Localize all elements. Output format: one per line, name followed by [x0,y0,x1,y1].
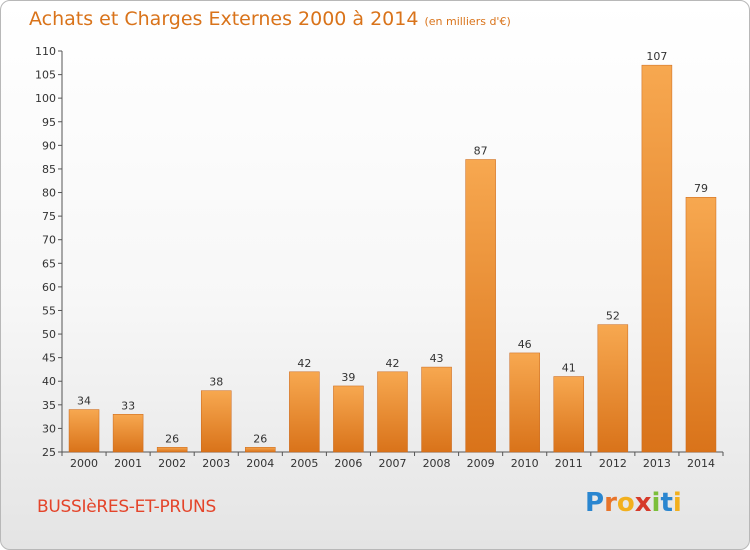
y-tick-label: 60 [42,281,56,294]
x-tick-label-2006: 2006 [334,457,362,470]
bar-2006 [333,385,364,453]
value-label-2014: 79 [694,182,708,195]
x-tick-label-2001: 2001 [114,457,142,470]
y-tick-label: 65 [42,257,56,270]
value-label-2004: 26 [253,432,267,445]
x-tick-label-2007: 2007 [379,457,407,470]
y-tick-label: 45 [42,352,56,365]
bar-2014 [685,196,717,453]
logo-letter: P [585,488,605,518]
y-tick-label: 100 [35,92,56,105]
logo-letter: o [616,488,635,518]
value-label-2003: 38 [209,376,223,389]
y-tick-label: 40 [42,375,56,388]
bar-2007 [377,371,408,453]
value-label-2008: 43 [430,352,444,365]
value-label-2000: 34 [77,395,91,408]
bar-2002 [156,447,188,453]
x-tick-label-2008: 2008 [423,457,451,470]
value-label-2007: 42 [386,357,400,370]
value-label-2002: 26 [165,432,179,445]
value-label-2006: 39 [341,371,355,384]
x-tick-label-2010: 2010 [511,457,539,470]
value-label-2012: 52 [606,310,620,323]
x-tick-label-2013: 2013 [643,457,671,470]
chart-bars: 34 33 26 38 26 42 39 42 43 87 46 41 52 107 79 [68,50,717,453]
y-tick-label: 85 [42,163,56,176]
y-tick-label: 75 [42,210,56,223]
x-tick-label-2014: 2014 [687,457,715,470]
logo-letter: t [660,488,673,518]
y-tick-label: 25 [42,446,56,459]
proxiti-logo: Proxiti [585,488,682,518]
bar-2009 [465,159,496,453]
y-tick-label: 30 [42,422,56,435]
chart-title: Achats et Charges Externes 2000 à 2014 (e… [29,8,511,30]
bar-2005 [289,371,320,453]
y-tick-label: 105 [35,69,56,82]
logo-letter: i [651,488,661,518]
x-tick-label-2009: 2009 [467,457,495,470]
x-tick-label-2005: 2005 [290,457,318,470]
bar-2003 [200,390,232,453]
bar-2010 [509,352,540,453]
x-tick-label-2003: 2003 [202,457,230,470]
x-tick-label-2000: 2000 [70,457,98,470]
y-tick-label: 90 [42,139,56,152]
value-label-2013: 107 [646,50,667,63]
bar-2012 [597,324,629,453]
value-label-2010: 46 [518,338,532,351]
value-label-2001: 33 [121,399,135,412]
y-tick-label: 70 [42,234,56,247]
x-tick-label-2004: 2004 [246,457,274,470]
x-tick-label-2002: 2002 [158,457,186,470]
bar-2013 [641,64,673,453]
chart-unit: (en milliers d'€) [424,15,511,28]
y-tick-label: 95 [42,116,56,129]
y-tick-label: 50 [42,328,56,341]
x-tick-label-2011: 2011 [555,457,583,470]
bar-2011 [553,376,585,453]
bar-2004 [245,447,276,453]
value-label-2011: 41 [562,362,576,375]
bar-2001 [112,414,144,453]
y-tick-label: 80 [42,187,56,200]
commune-name: BUSSIèRES-ET-PRUNS [37,497,216,517]
chart-title-text: Achats et Charges Externes 2000 à 2014 [29,8,419,30]
y-tick-label: 110 [35,45,56,58]
y-tick-label: 35 [42,399,56,412]
logo-letter: i [672,488,682,518]
bar-2000 [68,409,100,453]
value-label-2009: 87 [474,145,488,158]
value-label-2005: 42 [297,357,311,370]
y-tick-label: 55 [42,304,56,317]
bar-2008 [421,366,452,453]
logo-letter: x [634,488,652,518]
x-tick-label-2012: 2012 [599,457,627,470]
logo-letter: r [604,488,617,518]
